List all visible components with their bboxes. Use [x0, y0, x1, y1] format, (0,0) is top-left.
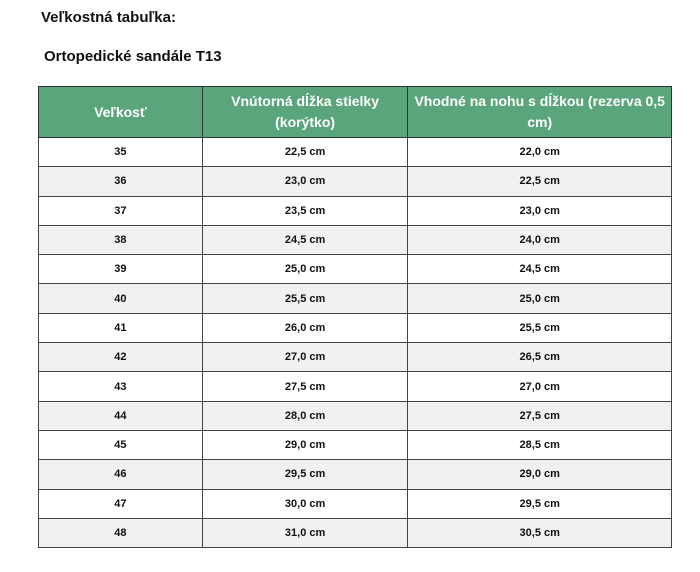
table-row: 46 29,5 cm 29,0 cm [38, 459, 672, 490]
cell-insole-length: 24,5 cm [201, 224, 409, 256]
cell-size: 35 [38, 136, 203, 168]
cell-size: 39 [38, 254, 203, 285]
cell-insole-length: 23,5 cm [201, 195, 409, 226]
cell-size: 40 [38, 283, 203, 314]
cell-insole-length: 29,5 cm [201, 459, 409, 490]
cell-insole-length: 27,0 cm [201, 342, 409, 373]
table-row: 35 22,5 cm 22,0 cm [38, 136, 672, 168]
cell-foot-length: 22,5 cm [407, 166, 672, 197]
cell-foot-length: 30,5 cm [407, 517, 672, 549]
table-row: 41 26,0 cm 25,5 cm [38, 312, 672, 344]
cell-foot-length: 25,0 cm [407, 283, 672, 314]
cell-size: 44 [38, 400, 203, 431]
cell-insole-length: 31,0 cm [201, 517, 409, 549]
cell-insole-length: 22,5 cm [201, 136, 409, 168]
cell-foot-length: 26,5 cm [407, 342, 672, 373]
cell-size: 41 [38, 312, 203, 344]
cell-insole-length: 25,0 cm [201, 254, 409, 285]
cell-insole-length: 25,5 cm [201, 283, 409, 314]
table-row: 40 25,5 cm 25,0 cm [38, 283, 672, 314]
cell-size: 47 [38, 488, 203, 519]
table-row: 44 28,0 cm 27,5 cm [38, 400, 672, 431]
cell-insole-length: 29,0 cm [201, 429, 409, 461]
cell-size: 43 [38, 371, 203, 402]
page-title: Veľkostná tabuľka: [41, 9, 176, 26]
cell-foot-length: 29,0 cm [407, 459, 672, 490]
cell-size: 42 [38, 342, 203, 373]
cell-size: 45 [38, 429, 203, 461]
cell-foot-length: 29,5 cm [407, 488, 672, 519]
cell-insole-length: 26,0 cm [201, 312, 409, 344]
cell-size: 36 [38, 166, 203, 197]
cell-insole-length: 23,0 cm [201, 166, 409, 197]
cell-size: 46 [38, 459, 203, 490]
table-row: 39 25,0 cm 24,5 cm [38, 254, 672, 285]
cell-foot-length: 27,5 cm [407, 400, 672, 431]
table-row: 42 27,0 cm 26,5 cm [38, 342, 672, 373]
product-title: Ortopedické sandále T13 [44, 48, 222, 65]
cell-foot-length: 27,0 cm [407, 371, 672, 402]
table-row: 43 27,5 cm 27,0 cm [38, 371, 672, 402]
table-row: 47 30,0 cm 29,5 cm [38, 488, 672, 519]
cell-foot-length: 22,0 cm [407, 136, 672, 168]
cell-foot-length: 24,0 cm [407, 224, 672, 256]
header-size: Veľkosť [38, 86, 203, 138]
table-row: 36 23,0 cm 22,5 cm [38, 166, 672, 197]
cell-size: 48 [38, 517, 203, 549]
cell-size: 37 [38, 195, 203, 226]
cell-foot-length: 24,5 cm [407, 254, 672, 285]
table-header-row: Veľkosť Vnútorná dĺžka stielky (korýtko)… [38, 86, 672, 138]
table-row: 48 31,0 cm 30,5 cm [38, 517, 672, 549]
size-table: Veľkosť Vnútorná dĺžka stielky (korýtko)… [38, 86, 672, 549]
table-row: 37 23,5 cm 23,0 cm [38, 195, 672, 226]
header-foot-length: Vhodné na nohu s dĺžkou (rezerva 0,5 cm) [407, 86, 672, 138]
cell-insole-length: 27,5 cm [201, 371, 409, 402]
cell-foot-length: 23,0 cm [407, 195, 672, 226]
cell-size: 38 [38, 224, 203, 256]
cell-insole-length: 28,0 cm [201, 400, 409, 431]
header-insole-length: Vnútorná dĺžka stielky (korýtko) [201, 86, 409, 138]
cell-foot-length: 28,5 cm [407, 429, 672, 461]
table-row: 45 29,0 cm 28,5 cm [38, 429, 672, 461]
cell-insole-length: 30,0 cm [201, 488, 409, 519]
cell-foot-length: 25,5 cm [407, 312, 672, 344]
table-row: 38 24,5 cm 24,0 cm [38, 224, 672, 256]
